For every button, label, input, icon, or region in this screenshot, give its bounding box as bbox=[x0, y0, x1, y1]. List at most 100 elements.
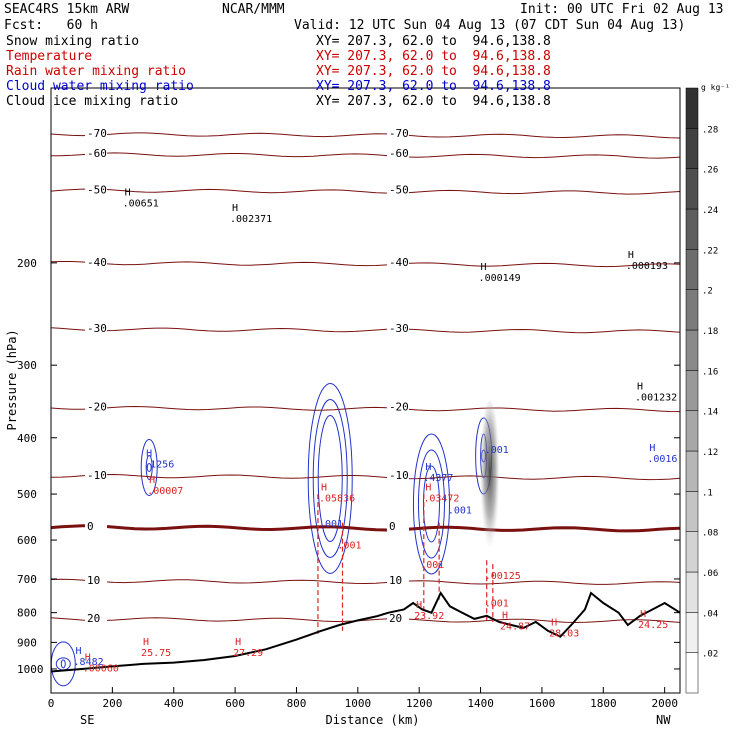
isotherm-label-bg bbox=[386, 520, 409, 533]
x-end-label-right: NW bbox=[656, 713, 671, 727]
h-marker: H bbox=[640, 609, 646, 620]
h-value-label: 24.25 bbox=[638, 620, 668, 631]
isotherm-label-bg bbox=[85, 255, 108, 268]
colorbar-segment bbox=[685, 491, 699, 532]
isotherm-label: 20 bbox=[87, 612, 100, 625]
isotherm-label-bg bbox=[386, 127, 409, 140]
cloud-water-contour bbox=[60, 659, 66, 669]
cloud-water-contour bbox=[50, 641, 76, 687]
isotherm-label-bg bbox=[386, 147, 409, 160]
colorbar-unit: g kg⁻¹ bbox=[701, 83, 730, 92]
valid-time: Valid: 12 UTC Sun 04 Aug 13 (07 CDT Sun … bbox=[294, 18, 686, 33]
h-value-label: .00060 bbox=[83, 663, 119, 674]
colorbar: .02 .04 .06 .08 .1 .12 .14 .16 .18 .2 .22 .24 .26 .28… bbox=[685, 83, 730, 694]
h-value-label: 28.03 bbox=[549, 629, 579, 640]
isotherm-line bbox=[50, 327, 681, 334]
colorbar-segment bbox=[685, 612, 699, 653]
h-value-label: .000193 bbox=[626, 261, 668, 272]
center-label: NCAR/MMM bbox=[222, 2, 285, 17]
h-marker: H bbox=[85, 652, 91, 663]
h-marker: H bbox=[235, 637, 241, 648]
isotherm-line bbox=[50, 473, 681, 481]
contour-value-label: .001 bbox=[485, 598, 509, 609]
colorbar-tick-label: .2 bbox=[702, 287, 713, 297]
h-value-label: 25.75 bbox=[141, 648, 171, 659]
h-value-label: .05836 bbox=[319, 494, 355, 505]
x-axis-label: Distance (km) bbox=[326, 713, 420, 727]
isotherm-label-bg bbox=[386, 255, 409, 268]
y-tick-label: 700 bbox=[17, 573, 37, 586]
contour-value-label: .001 bbox=[485, 445, 509, 456]
legend-field-name: Cloud ice mixing ratio bbox=[6, 94, 179, 109]
colorbar-tick-label: .22 bbox=[702, 246, 718, 256]
isotherm-label: 10 bbox=[389, 574, 402, 587]
h-value-label: .8482 bbox=[74, 657, 104, 668]
forecast-hour: Fcst: 60 h bbox=[4, 18, 98, 33]
h-value-label: .4377 bbox=[423, 473, 453, 484]
isotherm-label-bg bbox=[85, 468, 108, 481]
isotherm-line bbox=[50, 524, 681, 533]
isotherm-label: -20 bbox=[389, 401, 409, 414]
isotherm-line bbox=[50, 405, 681, 413]
x-tick-label: 1200 bbox=[406, 697, 433, 710]
isotherm-label: -70 bbox=[87, 127, 107, 140]
contour-value-label: .00125 bbox=[485, 571, 521, 582]
cloud-water-contour bbox=[145, 454, 153, 480]
isotherm-label-bg bbox=[85, 400, 108, 413]
h-value-label: .001232 bbox=[635, 392, 677, 403]
h-marker: H bbox=[637, 381, 643, 392]
temperature-contours: -70 -70 -60 -60 -50 -50 -40 -40 -30 -30 -20 -20 -10 -… bbox=[50, 127, 681, 625]
h-marker: H bbox=[416, 600, 422, 611]
h-value-label: .002371 bbox=[230, 214, 272, 225]
y-tick-label: 900 bbox=[17, 636, 37, 649]
plot-frame bbox=[50, 87, 681, 694]
isotherm-label: -30 bbox=[389, 322, 409, 335]
cloud-water-contours bbox=[50, 382, 493, 687]
colorbar-segment bbox=[685, 450, 699, 492]
colorbar-tick-label: .06 bbox=[702, 569, 718, 579]
colorbar-segment bbox=[685, 329, 699, 371]
isotherm-label: -50 bbox=[87, 183, 107, 196]
h-marker: H bbox=[76, 646, 82, 657]
isotherm-label: 0 bbox=[389, 520, 396, 533]
h-value-label: .00651 bbox=[123, 199, 159, 210]
x-tick-label: 0 bbox=[48, 697, 55, 710]
isotherm-line bbox=[51, 152, 681, 159]
colorbar-segment bbox=[685, 370, 699, 411]
isotherm-label-bg bbox=[85, 611, 108, 624]
y-tick-label: 300 bbox=[17, 359, 37, 372]
h-value-label: 27.29 bbox=[233, 648, 263, 659]
colorbar-tick-label: .24 bbox=[702, 206, 718, 216]
cloud-water-contour bbox=[146, 462, 152, 472]
isotherm-label-bg bbox=[386, 322, 409, 335]
h-marker: H bbox=[481, 262, 487, 273]
legend-field-xy: XY= 207.3, 62.0 to 94.6,138.8 bbox=[316, 79, 551, 94]
h-marker: H bbox=[502, 610, 508, 621]
cloud-water-contour bbox=[140, 438, 158, 496]
h-marker: H bbox=[425, 483, 431, 494]
y-tick-label: 800 bbox=[17, 607, 37, 620]
x-tick-label: 200 bbox=[102, 697, 122, 710]
isotherm-label: -60 bbox=[87, 147, 107, 160]
y-tick-label: 1000 bbox=[17, 663, 44, 676]
x-tick-label: 600 bbox=[225, 697, 245, 710]
contour-value-label: .001 bbox=[448, 505, 472, 516]
isotherm-label-bg bbox=[386, 183, 409, 196]
colorbar-tick-label: .12 bbox=[702, 448, 718, 458]
colorbar-segment bbox=[685, 249, 699, 290]
h-marker: H bbox=[125, 188, 131, 199]
contour-value-label: .001 bbox=[337, 540, 361, 551]
colorbar-tick-label: .14 bbox=[702, 408, 718, 418]
cloud-water-contour bbox=[417, 449, 445, 559]
y-tick-label: 600 bbox=[17, 534, 37, 547]
isotherm-label-bg bbox=[85, 573, 108, 586]
cloud-water-contour bbox=[317, 414, 343, 542]
x-tick-label: 1000 bbox=[345, 697, 372, 710]
legend-field-xy: XY= 207.3, 62.0 to 94.6,138.8 bbox=[316, 34, 551, 49]
legend-field-xy: XY= 207.3, 62.0 to 94.6,138.8 bbox=[316, 49, 551, 64]
h-marker: H bbox=[232, 203, 238, 214]
x-tick-label: 400 bbox=[164, 697, 184, 710]
terrain-line bbox=[50, 590, 681, 673]
